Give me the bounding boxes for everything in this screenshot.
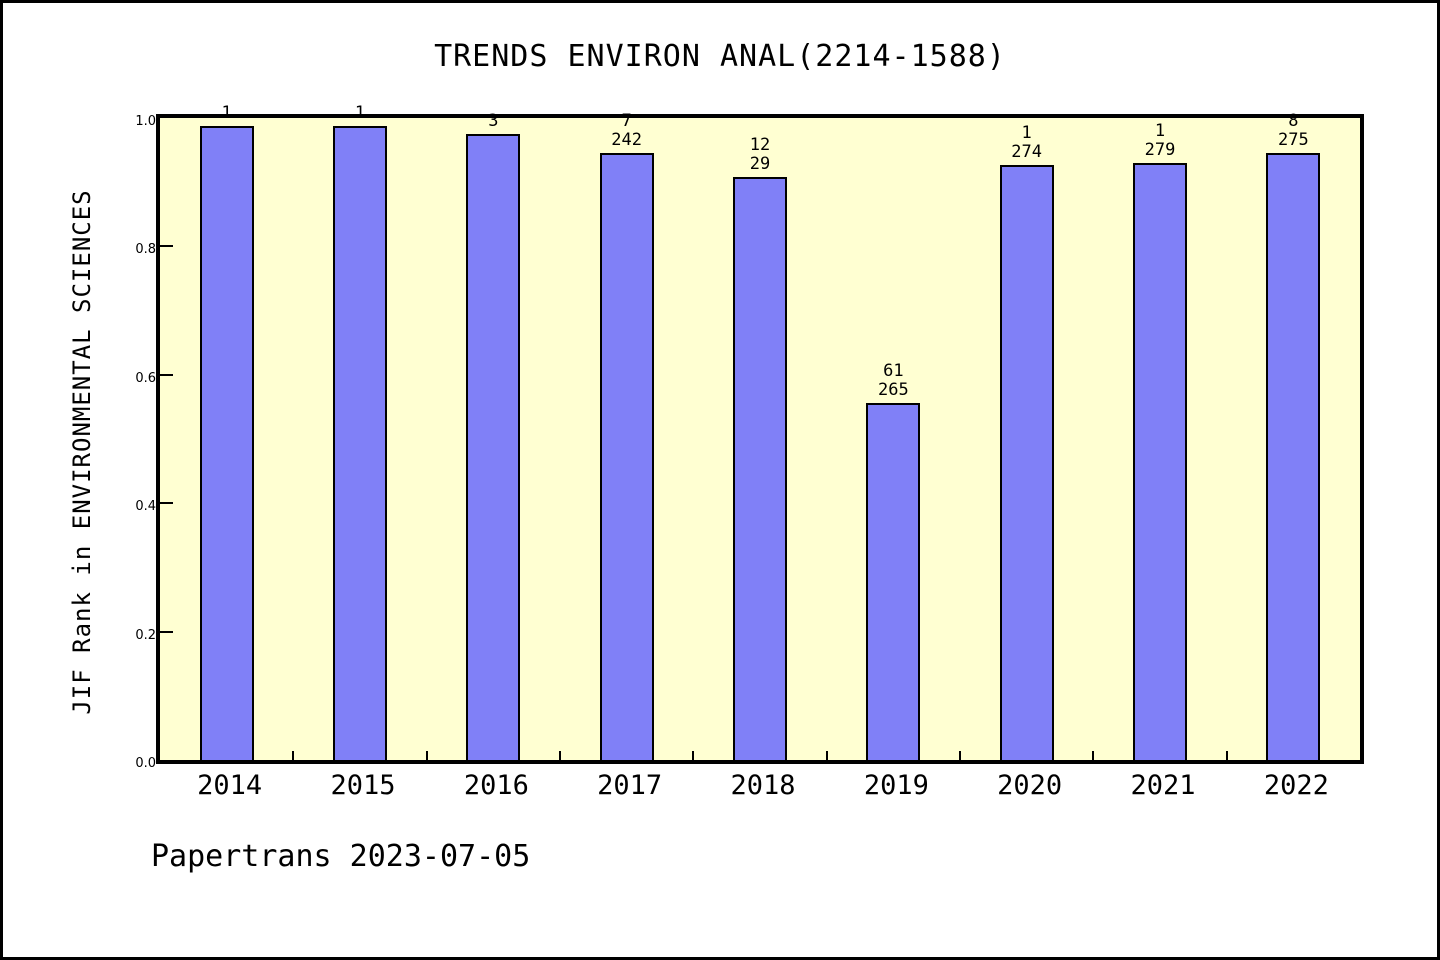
plot-area: 1 1 3 7 242 12 29 61 265 1 274 1 279 8 275 — [156, 104, 1364, 764]
x-tick-label-2017: 2017 — [597, 770, 663, 801]
bar-2016 — [466, 134, 521, 760]
watermark-text: Papertrans 2023-07-05 — [151, 839, 531, 874]
x-tick-label-2016: 2016 — [463, 770, 529, 801]
bar-2014 — [199, 126, 254, 760]
bar-2015 — [333, 126, 387, 760]
x-minor-tick — [692, 751, 695, 760]
y-tick-mark — [160, 630, 173, 633]
bar-value-label-2020: 1 274 — [1011, 123, 1043, 162]
x-tick-label-2020: 2020 — [997, 770, 1063, 801]
x-minor-tick — [292, 751, 295, 760]
y-tick-mark — [160, 245, 173, 248]
x-minor-tick — [825, 751, 828, 760]
bar-2018 — [733, 177, 787, 760]
x-tick-label-2018: 2018 — [730, 770, 796, 801]
y-tick-label-0.6: 0.6 — [135, 370, 156, 386]
y-tick-label-0.4: 0.4 — [135, 499, 156, 515]
bar-2021 — [1133, 163, 1187, 760]
y-tick-mark — [160, 373, 173, 376]
bar-2022 — [1266, 153, 1321, 760]
chart-title: TRENDS ENVIRON ANAL(2214-1588) — [434, 39, 1006, 74]
x-minor-tick — [425, 751, 428, 760]
bar-2017 — [599, 153, 654, 760]
x-minor-tick — [959, 751, 961, 760]
x-tick-label-2021: 2021 — [1130, 770, 1196, 801]
bar-value-label-2022: 8 275 — [1277, 111, 1309, 150]
x-tick-label-2022: 2022 — [1263, 770, 1329, 801]
bar-value-label-2014: 1 — [221, 103, 232, 123]
bar-value-label-2016: 3 — [488, 111, 499, 131]
bar-2020 — [999, 165, 1054, 760]
x-tick-label-2019: 2019 — [863, 770, 929, 801]
bar-value-label-2017: 7 242 — [611, 111, 643, 150]
y-tick-mark — [160, 502, 173, 505]
x-minor-tick — [1225, 751, 1228, 760]
y-tick-label-1.0: 1.0 — [135, 114, 156, 129]
bar-value-label-2018: 12 29 — [749, 135, 771, 174]
x-tick-label-2015: 2015 — [330, 770, 396, 801]
bar-value-label-2015: 1 — [354, 103, 366, 123]
bar-value-label-2021: 1 279 — [1144, 121, 1176, 160]
y-axis-label: JIF Rank in ENVIRONMENTAL SCIENCES — [68, 189, 96, 715]
bar-value-label-2019: 61 265 — [877, 361, 909, 400]
y-tick-label-0.8: 0.8 — [135, 242, 156, 258]
bar-2019 — [866, 403, 921, 760]
x-minor-tick — [1092, 751, 1095, 760]
x-tick-label-2014: 2014 — [197, 770, 263, 801]
x-minor-tick — [559, 751, 561, 760]
y-tick-label-0.2: 0.2 — [135, 627, 156, 643]
y-tick-label-0.0: 0.0 — [135, 756, 156, 771]
